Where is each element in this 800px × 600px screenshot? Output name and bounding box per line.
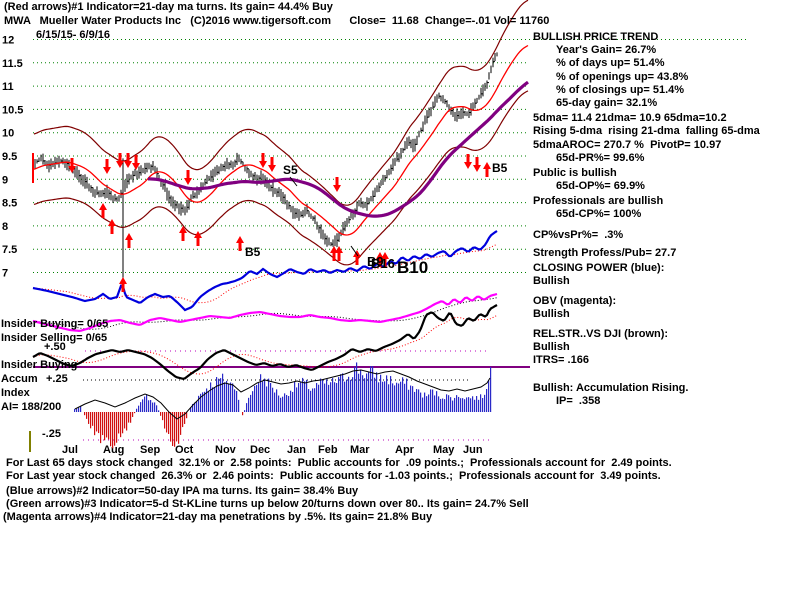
svg-text:Jun: Jun xyxy=(463,444,483,456)
stat-line: Bullish: Accumulation Rising. xyxy=(533,382,689,394)
svg-text:Sep: Sep xyxy=(140,444,160,456)
title-bar: MWA Mueller Water Products Inc (C)2016 w… xyxy=(4,15,550,27)
svg-text:May: May xyxy=(433,444,455,456)
stat-line: Bullish xyxy=(533,341,570,353)
svg-text:11: 11 xyxy=(2,81,14,93)
indicator4-legend: (Magenta arrows)#4 Indicator=21-day ma p… xyxy=(3,511,433,523)
stat-line: ITRS= .166 xyxy=(533,354,589,366)
svg-text:9: 9 xyxy=(2,174,8,186)
stat-line: 65d-CP%= 100% xyxy=(556,208,642,220)
stat-line: Bullish xyxy=(533,308,570,320)
footer-line-year: For Last year stock changed 26.3% or 2.4… xyxy=(3,470,661,482)
stat-line: Bullish xyxy=(533,275,570,287)
svg-text:S5: S5 xyxy=(283,163,298,177)
accum-label: Accum xyxy=(1,373,38,385)
svg-text:11.5: 11.5 xyxy=(2,58,23,70)
svg-text:B16: B16 xyxy=(371,256,395,271)
stat-line: Strength Profess/Pub= 27.7 xyxy=(533,247,677,259)
date-range: 6/15/15- 6/9/16 xyxy=(36,29,111,41)
insider-buying-label: Insider Buying xyxy=(1,359,78,371)
svg-text:9.5: 9.5 xyxy=(2,151,17,163)
svg-text:7.5: 7.5 xyxy=(2,244,17,256)
svg-text:12: 12 xyxy=(2,35,14,47)
stat-line: 65-day gain= 32.1% xyxy=(556,97,658,109)
scale-plus50: +.50 xyxy=(44,341,66,353)
stat-line: 65d-OP%= 69.9% xyxy=(556,180,645,192)
svg-text:Aug: Aug xyxy=(103,444,124,456)
scale-minus25: -.25 xyxy=(42,428,61,440)
stat-line: Public is bullish xyxy=(533,167,617,179)
stat-line: % of days up= 51.4% xyxy=(556,57,665,69)
stat-line: 5dma= 11.4 21dma= 10.9 65dma=10.2 xyxy=(533,112,727,124)
svg-text:B5: B5 xyxy=(492,161,508,175)
svg-text:Mar: Mar xyxy=(350,444,370,456)
stat-line: CP%vsPr%= .3% xyxy=(533,229,624,241)
scale-plus25: +.25 xyxy=(46,373,68,385)
stat-line: CLOSING POWER (blue): xyxy=(533,262,665,274)
stat-line: Professionals are bullish xyxy=(533,195,664,207)
indicator2-legend: (Blue arrows)#2 Indicator=50-day IPA ma … xyxy=(3,485,359,497)
indicator1-legend: (Red arrows)#1 Indicator=21-day ma turns… xyxy=(4,1,333,13)
stat-line: Rising 5-dma rising 21-dma falling 65-dm… xyxy=(533,125,760,137)
svg-text:B10: B10 xyxy=(397,258,428,277)
svg-text:Nov: Nov xyxy=(215,444,237,456)
stat-line: Year's Gain= 26.7% xyxy=(556,44,657,56)
svg-text:B9: B9 xyxy=(367,254,384,269)
stat-line: OBV (magenta): xyxy=(533,295,617,307)
svg-text:7: 7 xyxy=(2,268,8,280)
insider-buying-count: Insider Buying= 0/65 xyxy=(1,318,109,330)
indicator3-legend: (Green arrows)#3 Indicator=5-d St-KLine … xyxy=(3,498,529,510)
stat-line: % of openings up= 43.8% xyxy=(556,71,689,83)
svg-text:Apr: Apr xyxy=(395,444,415,456)
index-label: Index xyxy=(1,387,30,399)
svg-text:Oct: Oct xyxy=(175,444,194,456)
svg-text:10: 10 xyxy=(2,128,14,140)
svg-text:Jan: Jan xyxy=(287,444,306,456)
stat-line: % of closings up= 51.4% xyxy=(556,84,685,96)
svg-text:Jul: Jul xyxy=(62,444,78,456)
stat-line: IP= .358 xyxy=(556,395,601,407)
svg-text:B5: B5 xyxy=(245,245,261,259)
footer-line-65day: For Last 65 days stock changed 32.1% or … xyxy=(3,457,672,469)
ai-value: AI= 188/200 xyxy=(1,401,62,413)
svg-text:8: 8 xyxy=(2,221,8,233)
svg-text:10.5: 10.5 xyxy=(2,104,23,116)
svg-text:Feb: Feb xyxy=(318,444,338,456)
svg-text:Dec: Dec xyxy=(250,444,270,456)
stat-line: 5dmaAROC= 270.7 % PivotP= 10.97 xyxy=(533,139,722,151)
stat-line: 65d-PR%= 99.6% xyxy=(556,152,645,164)
svg-text:8.5: 8.5 xyxy=(2,198,17,210)
insider-selling-count: Insider Selling= 0/65 xyxy=(1,332,108,344)
stat-line: BULLISH PRICE TREND xyxy=(533,31,659,43)
stat-line: REL.STR..VS DJI (brown): xyxy=(533,328,669,340)
